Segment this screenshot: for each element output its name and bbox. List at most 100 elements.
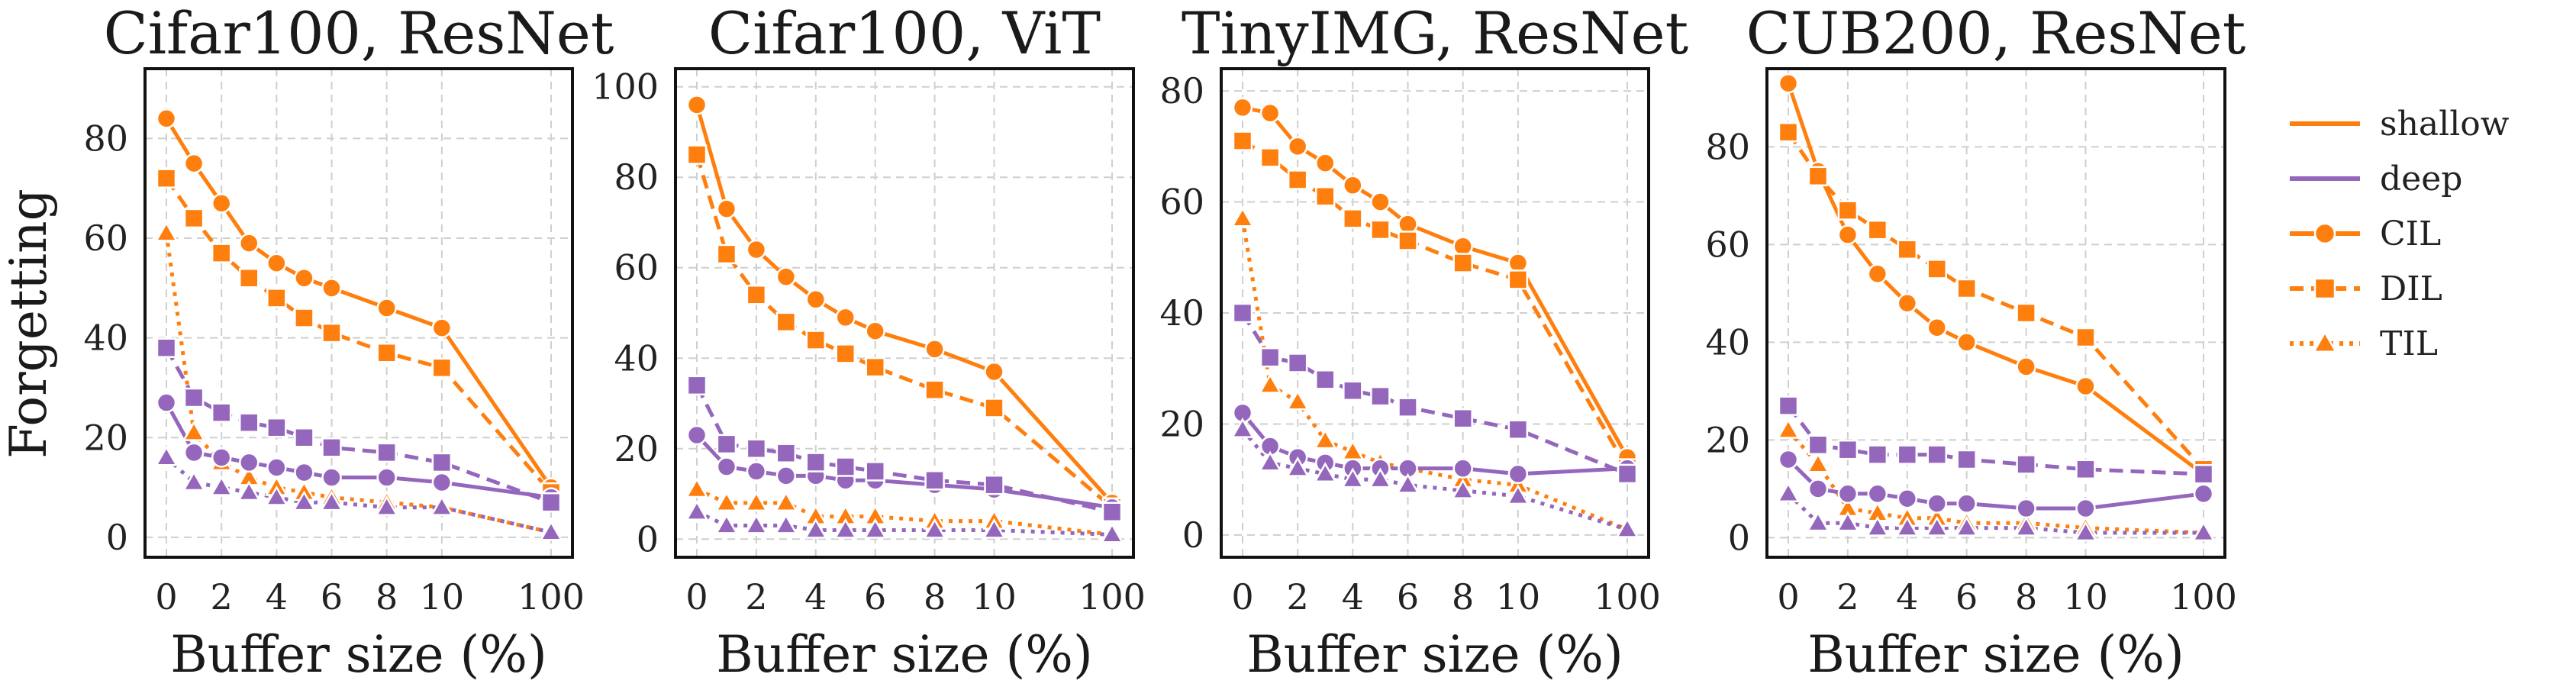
data-point — [376, 298, 397, 318]
data-point — [1230, 418, 1255, 438]
data-point — [266, 457, 287, 478]
series-line-deep-til — [695, 510, 1113, 537]
data-point — [211, 243, 232, 263]
data-point — [2075, 498, 2096, 519]
data-point — [716, 244, 737, 265]
legend-marker — [2313, 222, 2336, 245]
series-line-deep-til — [1241, 428, 1628, 532]
series-line-shallow-cil — [1786, 82, 2205, 476]
legend-label: CIL — [2380, 214, 2441, 253]
data-point — [2193, 483, 2214, 505]
data-point — [294, 462, 314, 483]
y-tick-label: 40 — [1159, 292, 1204, 334]
plot-frame — [1220, 67, 1650, 559]
data-point — [2075, 327, 2096, 348]
data-point — [1926, 317, 1948, 338]
data-point — [804, 518, 828, 539]
x-tick-label: 8 — [1452, 576, 1474, 618]
data-point — [431, 357, 453, 379]
data-point — [156, 392, 177, 413]
legend-item-deep: deep — [2290, 160, 2462, 198]
plot-frame — [1765, 67, 2226, 559]
y-tick-label: 0 — [637, 518, 659, 560]
legend-label: shallow — [2380, 105, 2510, 144]
data-point — [1956, 449, 1977, 470]
data-point — [1926, 259, 1948, 279]
x-axis-label: Buffer size (%) — [716, 625, 1093, 684]
data-point — [430, 495, 454, 516]
data-point — [775, 311, 797, 333]
y-tick-label: 80 — [1705, 126, 1750, 167]
data-point — [183, 387, 205, 408]
series-line-shallow-dil — [164, 177, 553, 494]
data-point — [154, 445, 179, 466]
data-point — [1452, 253, 1473, 273]
series-line-shallow-cil — [695, 104, 1114, 505]
series-line-deep-cil — [164, 402, 552, 500]
legend-label: deep — [2380, 160, 2462, 198]
data-point — [239, 233, 260, 253]
legend-item-shallow: shallow — [2290, 105, 2510, 144]
data-point — [294, 427, 314, 448]
y-tick-label: 20 — [1159, 403, 1204, 444]
data-point — [2193, 463, 2214, 485]
data-point — [1259, 347, 1281, 368]
data-point — [431, 472, 453, 493]
data-point — [1956, 278, 1977, 299]
data-point — [1259, 102, 1281, 124]
data-point — [1287, 136, 1308, 157]
x-tick-label: 10 — [972, 576, 1017, 618]
data-point — [865, 356, 885, 378]
data-point — [1956, 332, 1977, 353]
data-point — [714, 513, 739, 534]
data-point — [320, 490, 343, 511]
data-point — [1398, 397, 1418, 418]
data-point — [1778, 121, 1799, 143]
y-tick-label: 80 — [83, 118, 128, 159]
data-point — [1925, 515, 1949, 537]
data-point — [805, 452, 827, 473]
x-tick-label: 0 — [1777, 576, 1799, 618]
data-point — [1506, 484, 1530, 505]
data-point — [924, 379, 945, 400]
data-point — [1230, 206, 1255, 227]
data-point — [239, 268, 260, 289]
data-point — [209, 475, 234, 496]
series-line-deep-dil — [1787, 405, 2204, 476]
x-tick-label: 0 — [155, 576, 177, 618]
data-point — [376, 442, 397, 463]
data-point — [835, 456, 856, 477]
x-tick-label: 10 — [2063, 576, 2108, 618]
data-point — [1867, 219, 1888, 240]
legend-item-dil: DIL — [2290, 269, 2442, 308]
data-point — [1396, 473, 1420, 494]
y-tick-label: 0 — [1728, 517, 1750, 558]
y-tick-label: 80 — [1159, 70, 1204, 111]
data-point — [1285, 389, 1310, 411]
series-line-shallow-dil — [695, 153, 1114, 509]
x-tick-label: 6 — [1397, 576, 1419, 618]
data-point — [1836, 511, 1860, 532]
data-point — [1343, 175, 1363, 195]
legend-label: TIL — [2380, 324, 2438, 363]
data-point — [2016, 356, 2036, 377]
data-point — [376, 467, 397, 488]
data-point — [376, 342, 397, 363]
data-point — [1867, 263, 1888, 285]
y-tick-label: 60 — [1159, 182, 1204, 223]
y-axis-label: Forgetting — [0, 189, 58, 459]
data-point — [1926, 493, 1948, 514]
data-point — [294, 308, 314, 328]
y-tick-label: 20 — [83, 417, 128, 458]
data-point — [2016, 498, 2036, 519]
x-tick-label: 8 — [924, 576, 946, 618]
data-point — [865, 461, 885, 482]
y-tick-label: 0 — [106, 517, 128, 558]
chart-title: Cifar100, ViT — [708, 0, 1101, 67]
data-point — [1285, 456, 1310, 477]
legend: shallow deep CIL DIL TIL — [2290, 105, 2510, 363]
series-line-shallow-til — [1240, 218, 1628, 531]
series-line-shallow-cil — [1242, 105, 1630, 459]
data-point — [1926, 444, 1948, 465]
